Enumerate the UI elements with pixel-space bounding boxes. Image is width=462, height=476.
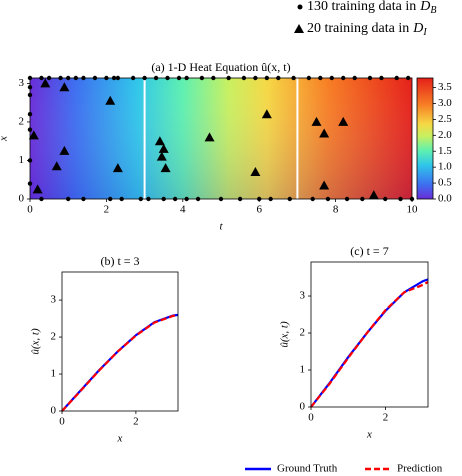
legend-text: 20 training data in: [307, 21, 409, 36]
y-tick-label: 2: [300, 327, 306, 339]
y-axis-label: û(x, t): [30, 328, 42, 355]
x-tick-label: 2: [133, 416, 139, 428]
colorbar-tick-label: 2.5: [438, 113, 452, 125]
interior-point: [105, 95, 116, 105]
interior-point: [261, 109, 272, 119]
y-tick-label: 3: [51, 294, 57, 306]
y-tick-label: 3: [300, 290, 306, 302]
x-axis-label: x: [117, 433, 123, 445]
legend-triangle: [294, 24, 304, 33]
y-tick-label: 1: [300, 364, 306, 376]
colorbar-tick-label: 3.0: [438, 97, 452, 109]
legend-sub: B: [430, 5, 436, 16]
series-line: [310, 278, 429, 408]
interior-point: [154, 136, 165, 146]
colorbar-tick-label: 1.0: [438, 161, 452, 173]
interior-point: [250, 167, 261, 177]
legend-label: Ground Truth: [277, 463, 338, 475]
y-tick-label: 1: [19, 154, 25, 166]
x-tick-label: 4: [180, 204, 186, 216]
legend-label: 20 training data in DI: [307, 21, 427, 38]
x-tick-label: 10: [407, 204, 419, 216]
y-tick-label: 2: [19, 115, 25, 127]
y-tick-label: 0: [51, 405, 57, 417]
plot-frame: [310, 261, 429, 408]
y-axis-label: û(x, t): [279, 321, 291, 348]
y-tick-label: 3: [19, 77, 25, 89]
chart-title: (a) 1-D Heat Equation û(x, t): [151, 60, 290, 74]
interior-point: [311, 116, 322, 126]
legend-label: 130 training data in DB: [307, 0, 437, 16]
x-tick-label: 8: [333, 204, 339, 216]
series-line: [61, 313, 179, 412]
interior-point: [160, 163, 171, 173]
interior-point: [59, 145, 70, 155]
x-tick-label: 2: [104, 204, 110, 216]
y-axis-label: x: [0, 136, 10, 142]
colorbar-tick-label: 3.5: [438, 81, 452, 93]
x-tick-label: 0: [59, 416, 65, 428]
series-line: [61, 313, 179, 412]
legend-label: Prediction: [397, 463, 443, 475]
chart-title: (b) t = 3: [100, 254, 139, 268]
colorbar: [416, 77, 434, 200]
interior-point: [319, 128, 330, 138]
interior-point: [51, 161, 62, 171]
plot-frame: [29, 77, 413, 200]
interior-point: [40, 78, 51, 88]
heatmap-shade: [30, 78, 412, 199]
x-axis-label: t: [219, 221, 223, 233]
legend-math: D: [412, 21, 423, 36]
interior-point: [59, 82, 70, 92]
colorbar-tick-label: 2.0: [438, 129, 452, 141]
colorbar-tick-label: 0.5: [438, 177, 452, 189]
interior-point: [319, 180, 330, 190]
x-tick-label: 0: [308, 412, 314, 424]
interior-point: [204, 132, 215, 142]
interior-point: [112, 163, 123, 173]
colorbar-tick-label: 1.5: [438, 145, 452, 157]
legend-text: 130 training data in: [307, 0, 416, 14]
x-tick-label: 6: [256, 204, 262, 216]
series-line: [310, 281, 429, 408]
x-tick-label: 2: [383, 412, 389, 424]
interior-point: [368, 190, 379, 200]
colorbar-tick-label: 0.0: [438, 193, 452, 205]
y-tick-label: 0: [300, 401, 306, 413]
interior-point: [28, 130, 39, 140]
x-tick-label: 0: [27, 204, 33, 216]
legend-sub: I: [422, 27, 427, 38]
interior-point: [158, 143, 169, 153]
interior-point: [338, 116, 349, 126]
legend-dot: [297, 4, 303, 10]
y-tick-label: 1: [51, 368, 57, 380]
y-tick-label: 2: [51, 331, 57, 343]
interior-point: [156, 151, 167, 161]
chart-title: (c) t = 7: [350, 244, 388, 258]
y-tick-label: 0: [19, 193, 25, 205]
x-axis-label: x: [366, 429, 372, 441]
plot-frame: [61, 271, 179, 412]
interior-point: [32, 184, 43, 194]
legend-math: D: [419, 0, 430, 14]
